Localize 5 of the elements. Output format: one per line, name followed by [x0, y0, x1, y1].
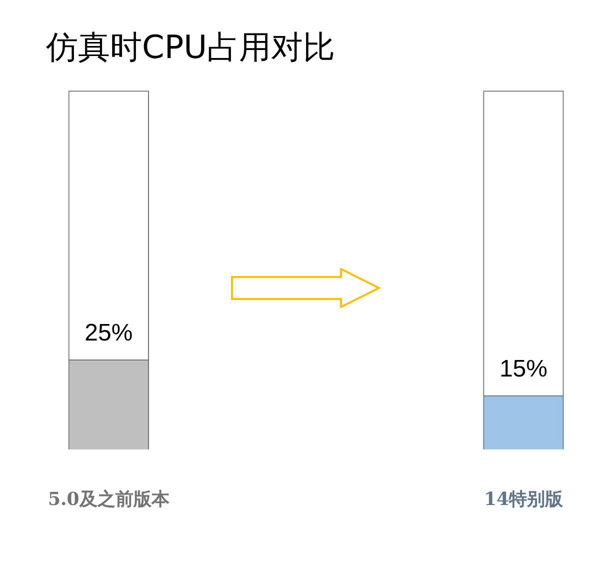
chart-title: 仿真时CPU占用对比	[46, 27, 336, 68]
x-tick-label: 5.0及之前版本	[48, 488, 170, 510]
data-label: 25%	[84, 319, 133, 346]
data-label: 15%	[499, 355, 548, 382]
x-tick-label: 14特别版	[484, 488, 564, 510]
